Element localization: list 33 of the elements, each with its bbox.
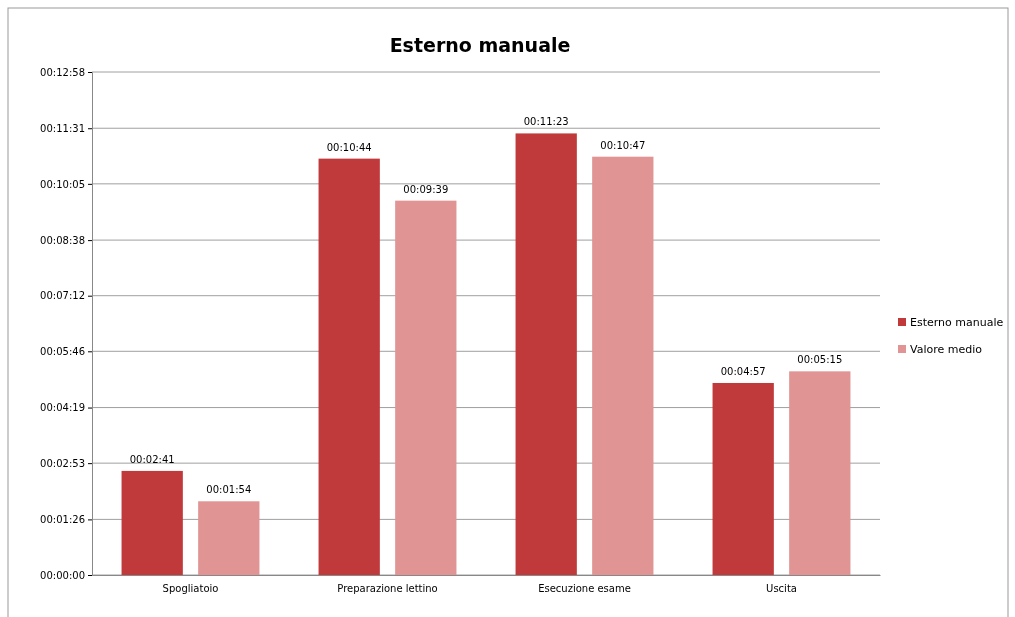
data-label: 00:10:47	[600, 139, 646, 151]
y-tick-label: 00:11:31	[40, 122, 85, 134]
x-tick-label: Preparazione lettino	[337, 583, 438, 595]
legend-label: Valore medio	[910, 343, 983, 356]
data-label: 00:01:54	[206, 484, 252, 496]
x-tick-label: Spogliatoio	[162, 583, 219, 595]
y-tick-label: 00:08:38	[40, 234, 85, 246]
y-tick-label: 00:07:12	[40, 290, 85, 302]
data-label: 00:02:41	[129, 453, 175, 465]
data-label: 00:11:23	[523, 116, 569, 128]
y-tick-label: 00:12:58	[40, 66, 85, 78]
y-tick-label: 00:10:05	[40, 178, 85, 190]
bar	[395, 200, 457, 575]
bar	[198, 501, 260, 575]
bar	[592, 156, 654, 575]
legend-label: Esterno manuale	[910, 316, 1004, 329]
data-label: 00:09:39	[403, 183, 449, 195]
data-label: 00:04:57	[720, 365, 766, 377]
y-tick-label: 00:05:46	[40, 346, 85, 357]
y-tick-label: 00:04:19	[40, 402, 85, 414]
chart-title: Esterno manuale	[389, 34, 571, 56]
bar	[121, 470, 183, 575]
bar	[515, 133, 577, 575]
bar	[712, 382, 774, 575]
bar	[318, 158, 380, 575]
data-label: 00:05:15	[797, 354, 843, 366]
bar	[789, 371, 851, 575]
y-tick-label: 00:00:00	[40, 569, 85, 581]
data-label: 00:10:44	[326, 141, 372, 153]
x-tick-label: Esecuzione esame	[538, 583, 631, 595]
y-tick-label: 00:01:26	[40, 514, 85, 526]
x-tick-label: Uscita	[766, 583, 797, 595]
y-tick-label: 00:02:53	[40, 457, 85, 469]
